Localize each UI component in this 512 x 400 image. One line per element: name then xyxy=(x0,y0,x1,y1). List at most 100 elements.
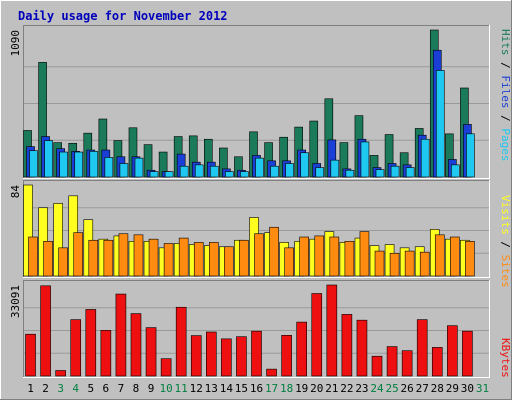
bar-kbytes-day-16 xyxy=(251,330,262,377)
day-label-1: 1 xyxy=(27,382,34,395)
bar-kbytes-day-24 xyxy=(371,355,383,377)
bar-kbytes-day-15 xyxy=(236,336,247,377)
day-label-4: 4 xyxy=(72,382,79,395)
bar-kbytes-day-20 xyxy=(311,293,323,377)
bar-kbytes-day-14 xyxy=(221,338,232,377)
bar-sites-day-30 xyxy=(465,241,475,277)
bar-sites-day-16 xyxy=(254,233,264,277)
bar-sites-day-19 xyxy=(299,236,309,277)
day-label-8: 8 xyxy=(133,382,140,395)
series-kbytes xyxy=(25,284,473,377)
legend-separator: / xyxy=(499,56,512,76)
bar-sites-day-4 xyxy=(73,232,84,277)
bar-pages-day-3 xyxy=(59,151,68,178)
bar-pages-day-16 xyxy=(255,157,264,178)
bar-kbytes-day-18 xyxy=(281,335,292,377)
bar-pages-day-12 xyxy=(194,164,204,178)
bar-pages-day-23 xyxy=(360,141,370,178)
legend-kbytes: KBytes xyxy=(499,338,512,378)
bar-sites-day-12 xyxy=(193,242,204,277)
bar-sites-day-21 xyxy=(329,236,340,277)
bar-pages-day-18 xyxy=(285,163,294,178)
day-label-3: 3 xyxy=(57,382,64,395)
bar-sites-day-28 xyxy=(434,234,445,277)
day-label-31: 31 xyxy=(476,382,489,395)
bar-pages-day-15 xyxy=(240,171,249,178)
day-label-28: 28 xyxy=(431,382,444,395)
day-label-16: 16 xyxy=(250,382,263,395)
day-label-29: 29 xyxy=(446,382,459,395)
bar-sites-day-10 xyxy=(163,243,174,277)
bar-pages-day-25 xyxy=(390,165,400,178)
bar-sites-day-9 xyxy=(148,238,159,277)
panel-legend: KBytes xyxy=(499,338,512,378)
day-label-27: 27 xyxy=(416,382,429,395)
bar-sites-day-20 xyxy=(314,235,325,277)
bar-kbytes-day-3 xyxy=(55,370,66,377)
day-label-2: 2 xyxy=(42,382,49,395)
chart-title: Daily usage for November 2012 xyxy=(18,9,228,23)
day-label-14: 14 xyxy=(220,382,234,395)
day-label-7: 7 xyxy=(118,382,125,395)
bar-visits-day-1 xyxy=(23,184,33,277)
panel-max-label: 84 xyxy=(9,185,22,199)
legend-visits: Visits xyxy=(499,195,512,235)
day-label-18: 18 xyxy=(280,382,293,395)
bar-sites-day-11 xyxy=(178,237,189,277)
day-label-6: 6 xyxy=(103,382,110,395)
day-label-22: 22 xyxy=(340,382,353,395)
legend-sites: Sites xyxy=(499,255,512,288)
bar-sites-day-26 xyxy=(404,250,415,277)
day-label-5: 5 xyxy=(87,382,94,395)
day-label-19: 19 xyxy=(295,382,308,395)
day-label-21: 21 xyxy=(325,382,338,395)
bar-kbytes-day-23 xyxy=(356,319,368,377)
bar-pages-day-11 xyxy=(179,165,189,178)
bar-kbytes-day-26 xyxy=(401,350,413,377)
bar-sites-day-6 xyxy=(103,239,114,277)
day-label-17: 17 xyxy=(265,382,278,395)
bar-sites-day-29 xyxy=(450,236,460,277)
bar-kbytes-day-12 xyxy=(190,335,202,377)
bar-sites-day-22 xyxy=(344,241,355,277)
bar-pages-day-4 xyxy=(74,151,84,178)
bar-kbytes-day-2 xyxy=(40,285,51,377)
bar-kbytes-day-10 xyxy=(160,358,172,377)
bar-kbytes-day-4 xyxy=(70,319,82,377)
legend-files: Files xyxy=(499,75,512,108)
bar-sites-day-13 xyxy=(209,242,219,277)
bar-kbytes-day-22 xyxy=(341,314,353,377)
bar-sites-day-27 xyxy=(419,251,430,277)
day-labels: 1 2 3 4 5 6 7 8 9 10 11 12 13 14 15 16 17 18 19 20 21 22 23 24 2… xyxy=(27,382,489,395)
bar-kbytes-day-6 xyxy=(100,330,112,377)
bar-pages-day-2 xyxy=(44,140,53,178)
bar-pages-day-14 xyxy=(225,171,234,178)
bar-pages-day-22 xyxy=(345,169,355,178)
panel-visits_sites: 84 Visits / Sites xyxy=(9,180,512,288)
bar-kbytes-day-29 xyxy=(447,325,458,377)
legend-separator: / xyxy=(499,109,512,129)
panel-kbytes: 33091 KBytes xyxy=(9,280,512,378)
bar-kbytes-day-8 xyxy=(130,313,142,377)
bar-sites-day-17 xyxy=(269,226,279,277)
bar-sites-day-23 xyxy=(359,231,370,277)
bar-sites-day-3 xyxy=(58,247,68,277)
bar-pages-day-13 xyxy=(210,165,219,178)
bar-kbytes-day-7 xyxy=(115,293,127,377)
bar-pages-day-29 xyxy=(451,164,460,178)
bar-kbytes-day-25 xyxy=(386,346,398,377)
bar-sites-day-5 xyxy=(88,239,99,277)
bar-pages-day-30 xyxy=(466,133,475,178)
bar-pages-day-6 xyxy=(104,157,114,178)
bar-kbytes-day-9 xyxy=(145,327,157,377)
bar-pages-day-8 xyxy=(134,157,144,178)
bar-kbytes-day-30 xyxy=(462,330,473,377)
bar-pages-day-5 xyxy=(89,151,99,178)
bar-kbytes-day-17 xyxy=(266,368,277,377)
bar-sites-day-18 xyxy=(284,247,294,277)
bar-kbytes-day-28 xyxy=(431,347,443,377)
bar-sites-day-14 xyxy=(224,246,234,277)
bar-sites-day-1 xyxy=(28,236,38,277)
bar-kbytes-day-21 xyxy=(326,284,338,377)
